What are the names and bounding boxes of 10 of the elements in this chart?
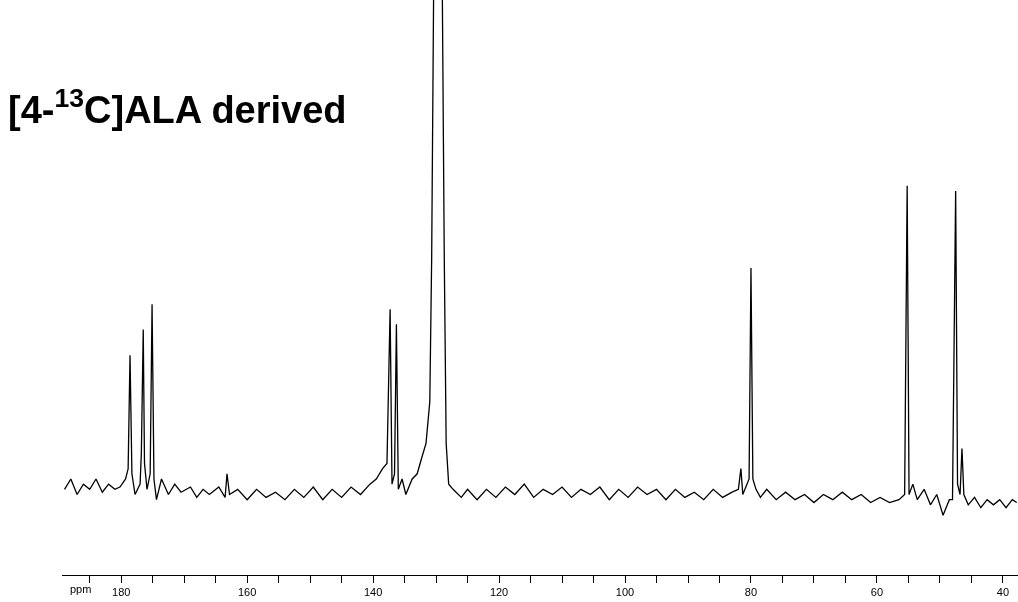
- x-tick-label: 120: [489, 586, 509, 599]
- x-axis-title: ppm: [70, 583, 92, 595]
- x-tick-label: 160: [237, 586, 257, 599]
- x-tick-label: 100: [615, 586, 635, 599]
- x-tick-label: 140: [363, 586, 383, 599]
- x-tick-label: 180: [112, 586, 131, 599]
- x-tick-label: 80: [744, 586, 758, 599]
- text: [4-$^{13}$C]ALA derived: [8, 83, 347, 132]
- x-tick-label: 40: [996, 586, 1010, 599]
- x-tick-label: 60: [870, 586, 884, 599]
